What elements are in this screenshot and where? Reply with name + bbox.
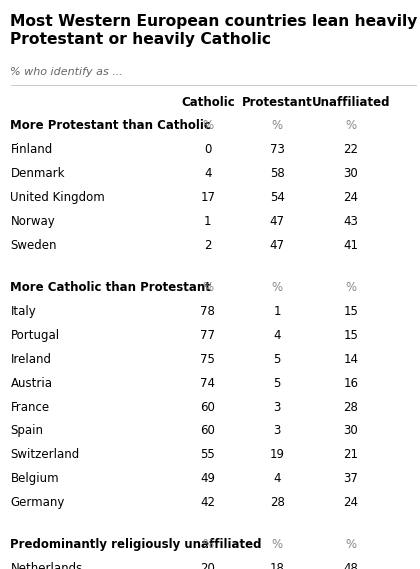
Text: 60: 60 <box>200 424 215 438</box>
Text: 1: 1 <box>273 305 281 318</box>
Text: 37: 37 <box>343 472 358 485</box>
Text: %: % <box>345 538 356 551</box>
Text: More Catholic than Protestant: More Catholic than Protestant <box>10 281 211 294</box>
Text: United Kingdom: United Kingdom <box>10 191 105 204</box>
Text: % who identify as ...: % who identify as ... <box>10 67 123 77</box>
Text: Denmark: Denmark <box>10 167 65 180</box>
Text: Most Western European countries lean heavily
Protestant or heavily Catholic: Most Western European countries lean hea… <box>10 14 418 47</box>
Text: Austria: Austria <box>10 377 52 390</box>
Text: Predominantly religiously unaffiliated: Predominantly religiously unaffiliated <box>10 538 262 551</box>
Text: 60: 60 <box>200 401 215 414</box>
Text: Portugal: Portugal <box>10 329 60 342</box>
Text: 73: 73 <box>270 143 285 156</box>
Text: 30: 30 <box>343 424 358 438</box>
Text: Italy: Italy <box>10 305 36 318</box>
Text: 15: 15 <box>343 305 358 318</box>
Text: 3: 3 <box>273 424 281 438</box>
Text: Ireland: Ireland <box>10 353 52 366</box>
Text: 3: 3 <box>273 401 281 414</box>
Text: 47: 47 <box>270 215 285 228</box>
Text: 15: 15 <box>343 329 358 342</box>
Text: 19: 19 <box>270 448 285 461</box>
Text: 28: 28 <box>270 496 285 509</box>
Text: 43: 43 <box>343 215 358 228</box>
Text: 74: 74 <box>200 377 215 390</box>
Text: %: % <box>202 119 213 133</box>
Text: Norway: Norway <box>10 215 55 228</box>
Text: 24: 24 <box>343 496 358 509</box>
Text: 55: 55 <box>200 448 215 461</box>
Text: %: % <box>272 281 283 294</box>
Text: 28: 28 <box>343 401 358 414</box>
Text: 41: 41 <box>343 239 358 252</box>
Text: 14: 14 <box>343 353 358 366</box>
Text: 4: 4 <box>273 472 281 485</box>
Text: 4: 4 <box>273 329 281 342</box>
Text: 30: 30 <box>343 167 358 180</box>
Text: 54: 54 <box>270 191 285 204</box>
Text: Spain: Spain <box>10 424 44 438</box>
Text: %: % <box>345 281 356 294</box>
Text: 24: 24 <box>343 191 358 204</box>
Text: Germany: Germany <box>10 496 65 509</box>
Text: 17: 17 <box>200 191 215 204</box>
Text: More Protestant than Catholic: More Protestant than Catholic <box>10 119 211 133</box>
Text: 47: 47 <box>270 239 285 252</box>
Text: Catholic: Catholic <box>181 96 235 109</box>
Text: 18: 18 <box>270 562 285 569</box>
Text: 21: 21 <box>343 448 358 461</box>
Text: 0: 0 <box>204 143 212 156</box>
Text: %: % <box>345 119 356 133</box>
Text: 49: 49 <box>200 472 215 485</box>
Text: %: % <box>272 538 283 551</box>
Text: 2: 2 <box>204 239 212 252</box>
Text: %: % <box>202 281 213 294</box>
Text: 78: 78 <box>200 305 215 318</box>
Text: Netherlands: Netherlands <box>10 562 83 569</box>
Text: Belgium: Belgium <box>10 472 59 485</box>
Text: France: France <box>10 401 50 414</box>
Text: 48: 48 <box>343 562 358 569</box>
Text: 16: 16 <box>343 377 358 390</box>
Text: Finland: Finland <box>10 143 53 156</box>
Text: 20: 20 <box>200 562 215 569</box>
Text: 22: 22 <box>343 143 358 156</box>
Text: 75: 75 <box>200 353 215 366</box>
Text: 5: 5 <box>273 353 281 366</box>
Text: Unaffiliated: Unaffiliated <box>312 96 390 109</box>
Text: 4: 4 <box>204 167 212 180</box>
Text: 77: 77 <box>200 329 215 342</box>
Text: 58: 58 <box>270 167 285 180</box>
Text: 42: 42 <box>200 496 215 509</box>
Text: Switzerland: Switzerland <box>10 448 80 461</box>
Text: Sweden: Sweden <box>10 239 57 252</box>
Text: 5: 5 <box>273 377 281 390</box>
Text: Protestant: Protestant <box>242 96 312 109</box>
Text: %: % <box>272 119 283 133</box>
Text: 1: 1 <box>204 215 212 228</box>
Text: %: % <box>202 538 213 551</box>
